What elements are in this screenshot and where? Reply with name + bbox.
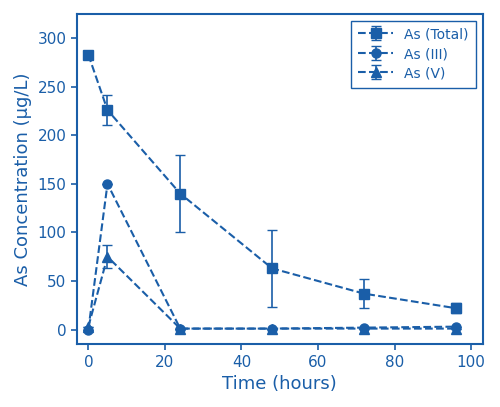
Y-axis label: As Concentration (μg/L): As Concentration (μg/L)	[14, 72, 32, 286]
X-axis label: Time (hours): Time (hours)	[222, 375, 337, 393]
Legend: As (Total), As (III), As (V): As (Total), As (III), As (V)	[352, 21, 476, 88]
